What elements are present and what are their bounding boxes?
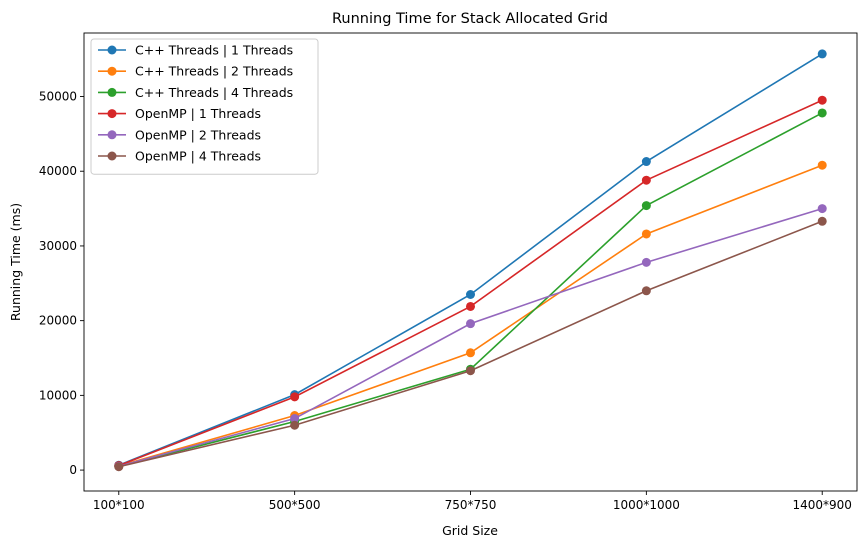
data-point bbox=[641, 157, 651, 167]
data-point bbox=[290, 414, 300, 424]
data-point bbox=[817, 49, 827, 59]
y-tick-label: 10000 bbox=[39, 388, 77, 402]
data-point bbox=[466, 319, 475, 329]
legend-box bbox=[90, 38, 319, 175]
x-tick-label: 500*500 bbox=[269, 498, 321, 512]
legend: C++ Threads | 1 Threads C++ Threads | 2 T… bbox=[90, 38, 319, 175]
legend-entry: OpenMP | 2 Threads bbox=[98, 127, 261, 142]
data-point bbox=[641, 201, 651, 211]
y-tick-label: 50000 bbox=[39, 90, 77, 104]
x-tick-label: 750*750 bbox=[445, 498, 497, 512]
plot-area: 100*100 500*500 750*750 1000*1000 1400*900 0 1… bbox=[39, 32, 858, 512]
legend-entry: C++ Threads | 4 Threads bbox=[98, 85, 293, 100]
legend-marker bbox=[107, 87, 117, 97]
data-point bbox=[817, 160, 827, 170]
x-axis-label: Grid Size bbox=[442, 523, 498, 538]
series-5 bbox=[114, 204, 827, 471]
data-point bbox=[466, 366, 475, 376]
legend-entry: OpenMP | 4 Threads bbox=[98, 149, 261, 164]
legend-entry: C++ Threads | 2 Threads bbox=[98, 64, 293, 79]
data-point bbox=[817, 95, 827, 105]
legend-marker bbox=[107, 109, 117, 119]
legend-label: C++ Threads | 4 Threads bbox=[135, 85, 293, 100]
legend-marker bbox=[107, 45, 117, 55]
legend-label: OpenMP | 4 Threads bbox=[135, 149, 261, 164]
data-point bbox=[641, 175, 651, 185]
y-tick-label: 20000 bbox=[39, 314, 77, 328]
x-tick-label: 1000*1000 bbox=[613, 498, 680, 512]
data-point bbox=[290, 420, 300, 430]
legend-entry: OpenMP | 1 Threads bbox=[98, 106, 261, 121]
y-axis-label: Running Time (ms) bbox=[8, 203, 23, 321]
series-line bbox=[118, 220, 823, 468]
data-point bbox=[466, 290, 475, 299]
y-tick-label: 40000 bbox=[39, 164, 77, 178]
data-point bbox=[290, 392, 300, 402]
legend-entry: C++ Threads | 1 Threads bbox=[98, 43, 293, 58]
y-tick-label: 30000 bbox=[39, 239, 77, 253]
legend-label: C++ Threads | 1 Threads bbox=[135, 43, 293, 58]
series-line bbox=[118, 207, 823, 468]
y-tick-label: 0 bbox=[69, 463, 77, 477]
data-point bbox=[466, 348, 475, 358]
data-point bbox=[817, 204, 827, 214]
legend-label: C++ Threads | 2 Threads bbox=[135, 64, 293, 79]
legend-marker bbox=[107, 130, 117, 140]
legend-label: OpenMP | 2 Threads bbox=[135, 127, 261, 142]
chart-title: Running Time for Stack Allocated Grid bbox=[332, 11, 608, 27]
x-tick-label: 100*100 bbox=[93, 498, 145, 512]
data-point bbox=[641, 257, 651, 267]
series-line bbox=[118, 164, 823, 467]
data-point bbox=[817, 108, 827, 118]
x-tick-label: 1400*900 bbox=[792, 498, 851, 512]
legend-label: OpenMP | 1 Threads bbox=[135, 106, 261, 121]
data-point bbox=[466, 301, 475, 311]
data-point bbox=[641, 229, 651, 239]
series-6 bbox=[114, 216, 827, 472]
legend-marker bbox=[107, 66, 117, 76]
data-point bbox=[641, 286, 651, 296]
data-point bbox=[114, 462, 124, 472]
data-point bbox=[817, 216, 827, 226]
legend-marker bbox=[107, 151, 117, 161]
